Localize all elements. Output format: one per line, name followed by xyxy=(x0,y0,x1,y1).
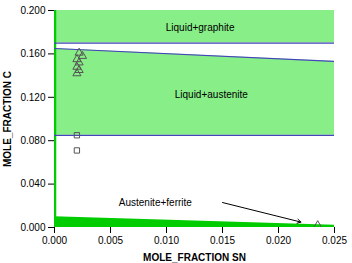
svg-text:0.000: 0.000 xyxy=(42,235,67,246)
svg-text:0.200: 0.200 xyxy=(20,5,45,16)
svg-text:MOLE_FRACTION C: MOLE_FRACTION C xyxy=(2,71,13,167)
svg-text:0.000: 0.000 xyxy=(20,222,45,233)
svg-text:0.005: 0.005 xyxy=(98,235,123,246)
svg-text:Austenite+ferrite: Austenite+ferrite xyxy=(119,197,193,208)
svg-text:Liquid+austenite: Liquid+austenite xyxy=(175,89,249,100)
svg-text:MOLE_FRACTION SN: MOLE_FRACTION SN xyxy=(143,252,246,263)
svg-text:0.040: 0.040 xyxy=(20,178,45,189)
svg-text:0.025: 0.025 xyxy=(322,235,347,246)
svg-text:0.020: 0.020 xyxy=(266,235,291,246)
svg-text:Liquid+graphite: Liquid+graphite xyxy=(166,22,235,33)
svg-text:0.120: 0.120 xyxy=(20,92,45,103)
svg-text:0.080: 0.080 xyxy=(20,135,45,146)
svg-text:0.160: 0.160 xyxy=(20,48,45,59)
svg-text:0.010: 0.010 xyxy=(154,235,179,246)
svg-text:0.015: 0.015 xyxy=(210,235,235,246)
